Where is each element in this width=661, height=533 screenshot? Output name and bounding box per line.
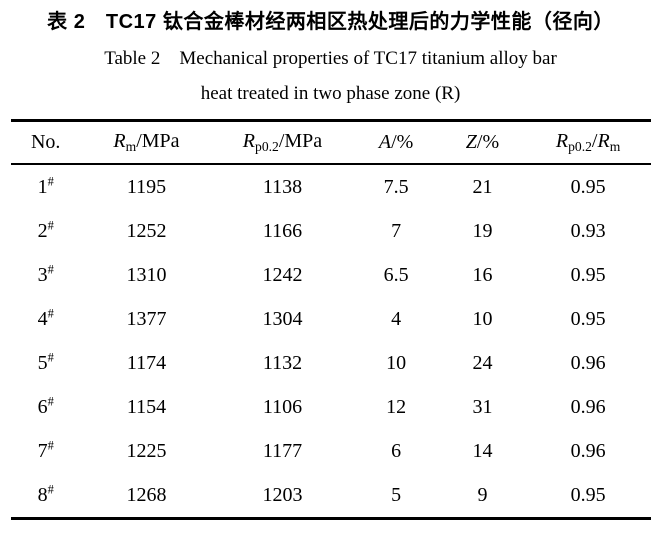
cell-no: 5# [37,349,54,374]
table-row: 1# 1195 1138 7.5 21 0.95 [11,164,651,209]
hash-superscript: # [47,217,54,232]
cell-rm-mpa: 1310 [126,263,167,286]
header-cell-rm-mpa: Rm/MPa [113,130,180,154]
cell-rm-mpa: 1268 [126,483,167,506]
cell-rp02-rm: 0.95 [570,175,606,198]
cell-no: 6# [37,393,54,418]
cell-rm-mpa: 1225 [126,439,167,462]
cell-z-percent: 19 [472,219,493,242]
mechanical-properties-table: No. Rm/MPa Rp0.2/MPa A/% Z/% Rp0.2/Rm 1# 1195 1… [10,119,651,520]
table-figure: 表 2 TC17 钛合金棒材经两相区热处理后的力学性能（径向） Table 2 … [10,11,651,520]
cell-rp02-rm: 0.95 [570,307,606,330]
table-caption-chinese: 表 2 TC17 钛合金棒材经两相区热处理后的力学性能（径向） [47,11,614,33]
cell-rp02-rm: 0.96 [570,439,606,462]
cell-rp02-mpa: 1138 [262,175,303,198]
cell-z-percent: 31 [472,395,493,418]
cell-a-percent: 7 [391,219,402,242]
table-caption-english-line2: heat treated in two phase zone (R) [200,83,461,104]
cell-rm-mpa: 1252 [126,219,167,242]
cell-rp02-mpa: 1177 [262,439,303,462]
table-row: 7# 1225 1177 6 14 0.96 [11,429,651,473]
hash-superscript: # [47,393,54,408]
cell-rp02-mpa: 1203 [262,483,303,506]
cell-rm-mpa: 1154 [126,395,167,418]
cell-no: 7# [37,437,54,462]
table-header-row: No. Rm/MPa Rp0.2/MPa A/% Z/% Rp0.2/Rm [10,121,651,164]
cell-z-percent: 21 [472,175,493,198]
hash-superscript: # [47,437,54,452]
cell-a-percent: 12 [386,395,407,418]
cell-a-percent: 6.5 [383,263,409,286]
cell-no: 4# [37,305,54,330]
cell-rp02-mpa: 1106 [262,395,303,418]
cell-a-percent: 7.5 [383,175,409,198]
table-row: 5# 1174 1132 10 24 0.96 [11,341,651,385]
cell-a-percent: 4 [391,307,402,330]
cell-z-percent: 24 [472,351,493,374]
cell-z-percent: 14 [472,439,493,462]
cell-rp02-rm: 0.96 [570,351,606,374]
hash-superscript: # [47,305,54,320]
table-row: 3# 1310 1242 6.5 16 0.95 [11,253,651,297]
hash-superscript: # [47,481,54,496]
cell-rp02-rm: 0.95 [570,483,606,506]
hash-superscript: # [47,349,54,364]
header-cell-z-percent: Z/% [465,131,500,153]
table-row: 4# 1377 1304 4 10 0.95 [11,297,651,341]
header-cell-rp02-rm: Rp0.2/Rm [555,130,621,154]
cell-rm-mpa: 1195 [126,175,167,198]
cell-rp02-mpa: 1166 [262,219,303,242]
cell-a-percent: 10 [386,351,407,374]
cell-rp02-rm: 0.96 [570,395,606,418]
header-cell-rp02-mpa: Rp0.2/MPa [242,130,323,154]
cell-rp02-rm: 0.93 [570,219,606,242]
cell-rp02-mpa: 1304 [262,307,303,330]
cell-z-percent: 16 [472,263,493,286]
hash-superscript: # [47,173,54,188]
table-row: 8# 1268 1203 5 9 0.95 [11,473,651,519]
hash-superscript: # [47,261,54,276]
table-row: 2# 1252 1166 7 19 0.93 [11,209,651,253]
cell-a-percent: 5 [391,483,402,506]
cell-rp02-rm: 0.95 [570,263,606,286]
cell-z-percent: 10 [472,307,493,330]
cell-rm-mpa: 1377 [126,307,167,330]
cell-a-percent: 6 [391,439,402,462]
cell-z-percent: 9 [477,483,488,506]
header-cell-a-percent: A/% [378,131,414,153]
cell-no: 1# [37,173,54,198]
table-row: 6# 1154 1106 12 31 0.96 [11,385,651,429]
cell-no: 8# [37,481,54,506]
cell-no: 2# [37,217,54,242]
table-caption-english-line1: Table 2 Mechanical properties of TC17 ti… [104,48,557,69]
header-cell-no: No. [30,131,61,153]
cell-rp02-mpa: 1132 [262,351,303,374]
cell-no: 3# [37,261,54,286]
cell-rp02-mpa: 1242 [262,263,303,286]
cell-rm-mpa: 1174 [126,351,167,374]
